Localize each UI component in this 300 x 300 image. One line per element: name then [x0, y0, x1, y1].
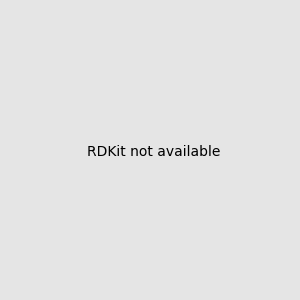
Text: RDKit not available: RDKit not available — [87, 145, 220, 158]
